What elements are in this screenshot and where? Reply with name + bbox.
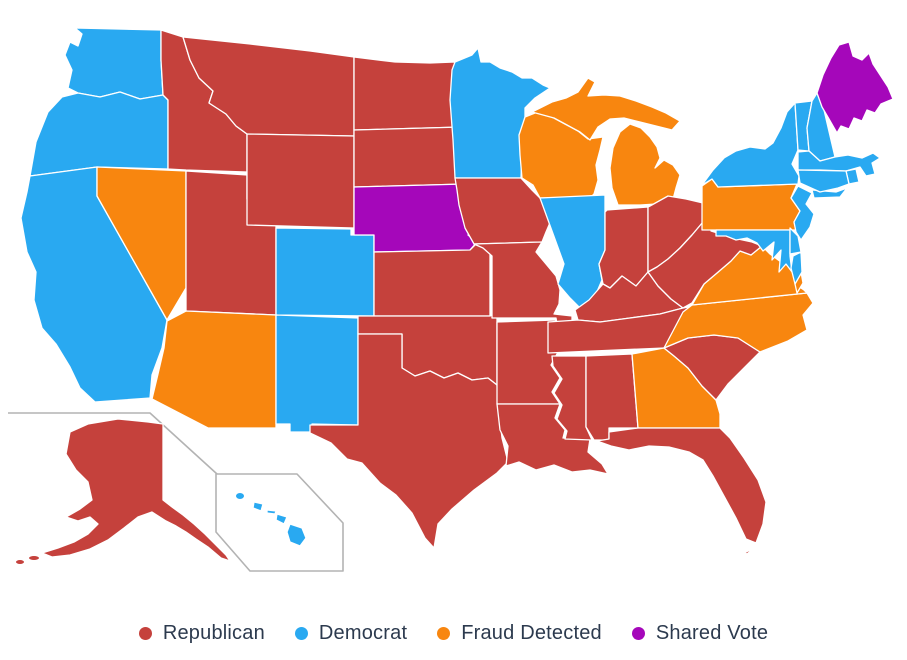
new-york-mainland[interactable] — [701, 102, 800, 188]
legend-dot-shared-vote — [631, 626, 645, 640]
legend-label-shared-vote: Shared Vote — [655, 622, 769, 644]
maryland-mainland[interactable] — [715, 229, 793, 273]
state-minnesota[interactable] — [449, 47, 551, 179]
state-maine[interactable] — [816, 41, 894, 134]
hawaii-inset-box — [215, 473, 344, 572]
florida-keys[interactable] — [736, 547, 755, 555]
state-pennsylvania[interactable] — [701, 178, 801, 231]
state-north-carolina[interactable] — [663, 292, 814, 353]
legend-dot-republican — [138, 626, 152, 640]
state-north-dakota[interactable] — [353, 56, 463, 131]
state-connecticut[interactable] — [797, 169, 850, 193]
state-new-jersey[interactable] — [790, 185, 815, 241]
hawaii-molokai[interactable] — [266, 509, 277, 515]
michigan-lower-peninsula[interactable] — [609, 123, 681, 206]
state-colorado[interactable] — [275, 227, 375, 317]
us-choropleth-map — [8, 27, 894, 572]
florida-mainland[interactable] — [596, 427, 767, 544]
legend-dot-democrat — [294, 626, 308, 640]
state-texas[interactable] — [309, 333, 509, 549]
state-delaware[interactable] — [789, 227, 802, 255]
state-new-mexico[interactable] — [275, 314, 359, 433]
state-arizona[interactable] — [151, 310, 277, 429]
legend-label-republican: Republican — [162, 622, 265, 644]
alaska-mainland[interactable] — [41, 418, 231, 562]
legend-dot-fraud-detected — [437, 626, 451, 640]
hawaii-kauai[interactable] — [236, 493, 244, 499]
michigan-upper-peninsula[interactable] — [531, 77, 681, 141]
aleutian-island[interactable] — [16, 560, 24, 564]
state-louisiana[interactable] — [496, 403, 609, 475]
state-florida[interactable] — [596, 427, 767, 555]
legend: Republican Democrat Fraud Detected Share… — [0, 620, 907, 646]
alaska-inset-divider — [8, 412, 218, 475]
hawaii-big-island[interactable] — [286, 523, 307, 547]
state-indiana[interactable] — [598, 206, 649, 289]
state-alabama[interactable] — [585, 353, 639, 441]
state-kansas[interactable] — [373, 242, 491, 317]
long-island[interactable] — [811, 187, 848, 199]
legend-item-democrat[interactable]: Democrat — [294, 622, 408, 644]
hawaii-maui[interactable] — [275, 513, 288, 525]
state-montana[interactable] — [182, 36, 355, 137]
state-washington[interactable] — [64, 27, 164, 100]
state-oregon[interactable] — [29, 91, 169, 177]
legend-label-democrat: Democrat — [318, 622, 408, 644]
state-new-york[interactable] — [701, 102, 848, 199]
legend-label-fraud-detected: Fraud Detected — [461, 622, 602, 644]
state-nevada[interactable] — [96, 166, 187, 321]
state-missouri[interactable] — [473, 241, 573, 331]
aleutian-island[interactable] — [29, 556, 39, 560]
state-alaska[interactable] — [16, 418, 231, 564]
state-iowa[interactable] — [454, 177, 553, 245]
hawaii-oahu[interactable] — [252, 501, 264, 512]
legend-item-shared-vote[interactable]: Shared Vote — [631, 622, 769, 644]
legend-item-republican[interactable]: Republican — [138, 622, 265, 644]
state-hawaii[interactable] — [236, 493, 307, 547]
state-michigan[interactable] — [531, 77, 681, 206]
legend-item-fraud-detected[interactable]: Fraud Detected — [437, 623, 602, 643]
state-wyoming[interactable] — [246, 133, 355, 229]
